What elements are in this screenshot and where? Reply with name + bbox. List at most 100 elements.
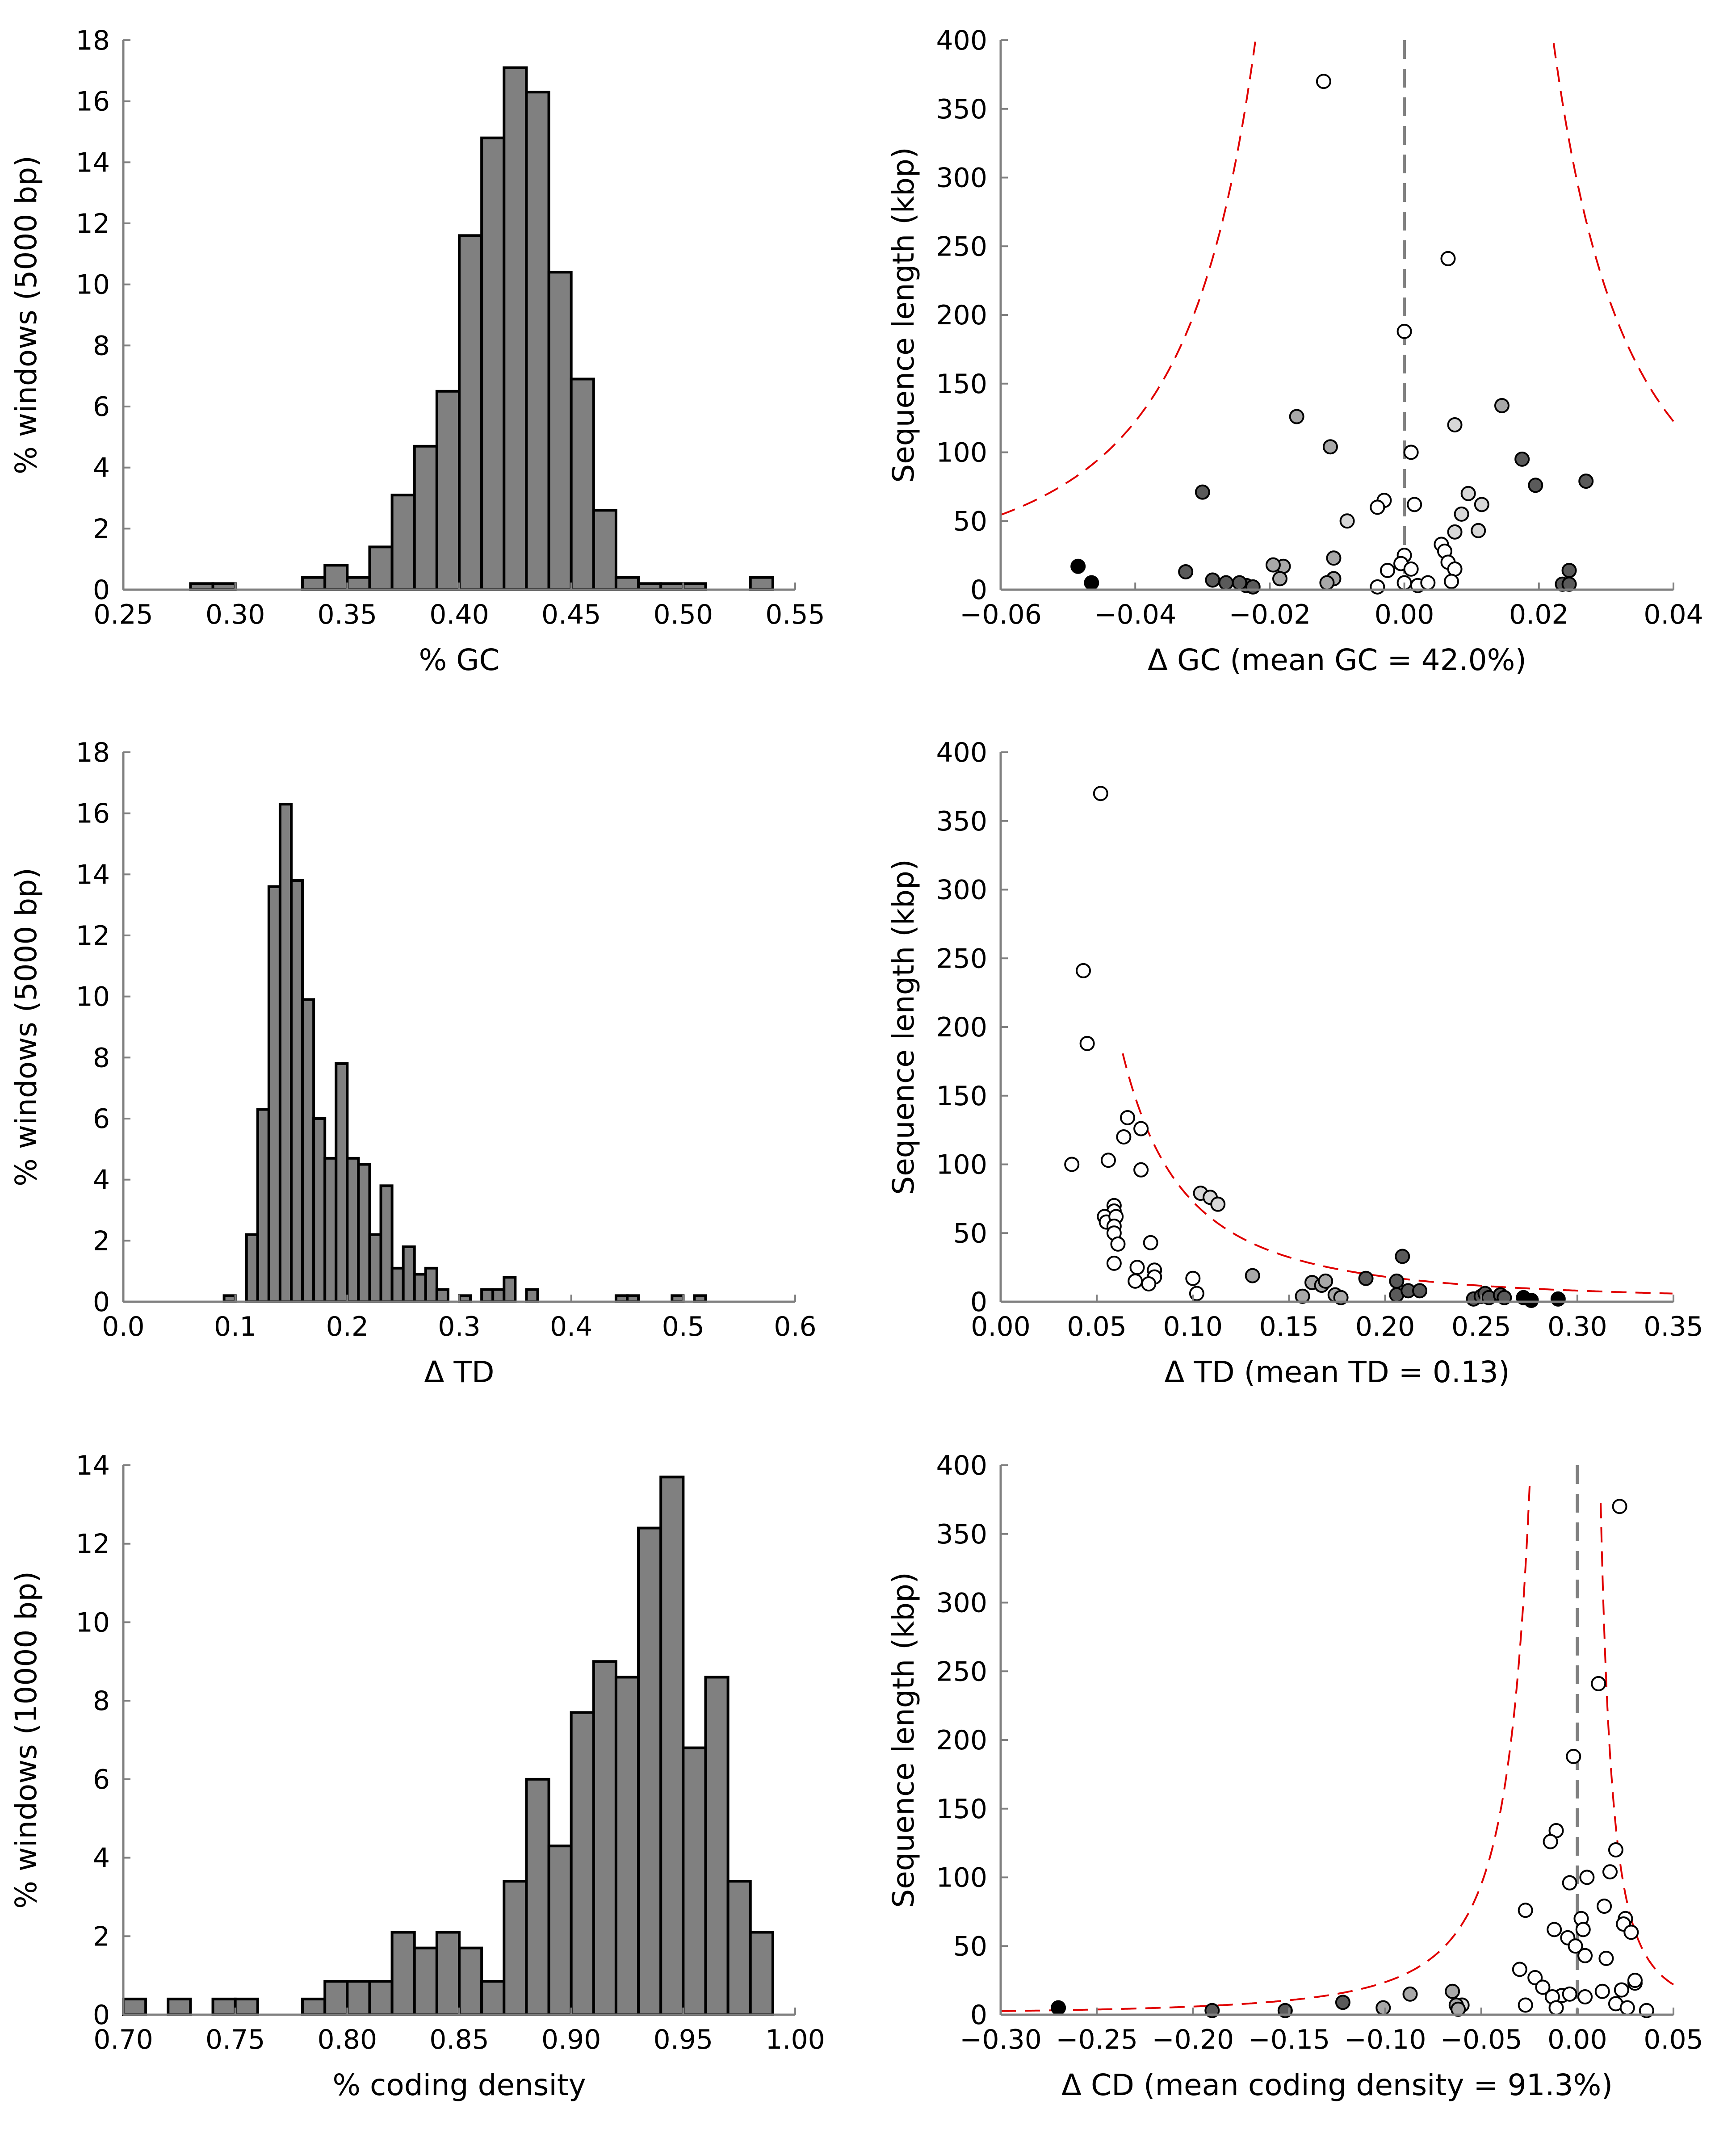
- threshold-curve: [1001, 1479, 1674, 2012]
- scatter-point: [1518, 1997, 1533, 2013]
- x-tick-label: −0.30: [960, 2024, 1042, 2055]
- histogram-bar: [749, 576, 774, 591]
- scatter-point: [1133, 1121, 1149, 1136]
- scatter-point: [1070, 558, 1086, 574]
- y-tick-label: 300: [936, 163, 987, 194]
- x-axis-label: Δ TD (mean TD = 0.13): [1164, 1355, 1510, 1389]
- x-tick-label: −0.02: [1229, 599, 1311, 630]
- y-tick-label: 0: [93, 2000, 110, 2031]
- panel-td-histogram: 0.0 0.1 0.2 0.3 0.4 0.5 0.6 0 2 4 6 8 10 12 14 16 18 Δ TD…: [9, 737, 817, 1389]
- y-tick-label: 250: [936, 1656, 987, 1687]
- y-tick-label: 8: [93, 1685, 110, 1717]
- histogram-bar: [614, 576, 640, 591]
- scatter-point: [1318, 1273, 1333, 1289]
- y-tick-label: 200: [936, 1725, 987, 1756]
- y-tick-label: 14: [76, 1450, 110, 1481]
- scatter-point: [1608, 1842, 1623, 1857]
- y-tick-label: 4: [93, 453, 110, 484]
- y-tick-label: 10: [76, 1607, 110, 1638]
- histogram-bar: [592, 1660, 617, 2016]
- y-tick-label: 12: [76, 1529, 110, 1560]
- scatter-point: [1598, 1950, 1614, 1966]
- threshold-curve-left: [1001, 1479, 1531, 2012]
- histogram-bar: [525, 1288, 539, 1304]
- y-tick-label: 0: [970, 574, 987, 606]
- histogram-bar: [290, 879, 304, 1303]
- scatter-point: [1232, 575, 1247, 591]
- scatter-point: [1316, 74, 1331, 89]
- scatter-points: [1070, 74, 1594, 595]
- scatter-point: [1141, 1276, 1157, 1292]
- histogram-bar: [256, 1108, 270, 1303]
- scatter-point: [1407, 497, 1422, 512]
- x-tick-label: 0.04: [1644, 599, 1703, 630]
- y-tick-label: 50: [953, 506, 987, 537]
- scatter-point: [1577, 1948, 1593, 1963]
- histogram-bar: [301, 576, 327, 591]
- scatter-point: [1514, 451, 1530, 467]
- y-tick-label: 6: [93, 1103, 110, 1135]
- scatter-point: [1335, 1995, 1350, 2010]
- histogram-bars: [222, 803, 707, 1304]
- x-tick-label: 0.5: [662, 1311, 704, 1342]
- scatter-point: [1471, 523, 1486, 538]
- scatter-point: [1440, 251, 1456, 266]
- x-tick-label: 0.15: [1259, 1311, 1319, 1342]
- x-tick-label: −0.25: [1056, 2024, 1138, 2055]
- scatter-point: [1547, 1922, 1562, 1937]
- histogram-bar: [480, 136, 506, 591]
- y-tick-label: 8: [93, 1042, 110, 1073]
- y-tick-label: 10: [76, 269, 110, 301]
- scatter-point: [1322, 439, 1338, 455]
- x-tick-label: 0.20: [1355, 1311, 1415, 1342]
- histogram-bar: [659, 1476, 685, 2016]
- y-tick-label: 250: [936, 943, 987, 974]
- histogram-bar: [435, 390, 461, 591]
- y-tick-label: 0: [970, 1287, 987, 1318]
- scatter-point: [1185, 1270, 1201, 1286]
- x-tick-label: −0.15: [1248, 2024, 1330, 2055]
- histogram-bar: [480, 1980, 506, 2016]
- x-tick-label: 0.10: [1163, 1311, 1223, 1342]
- scatter-point: [1375, 2000, 1391, 2016]
- y-tick-label: 4: [93, 1843, 110, 1874]
- scatter-point: [1543, 1834, 1558, 1849]
- scatter-point: [1265, 557, 1281, 573]
- y-tick-label: 18: [76, 737, 110, 768]
- x-tick-label: 0.50: [654, 599, 713, 630]
- y-tick-label: 50: [953, 1931, 987, 1962]
- y-tick-label: 2: [93, 513, 110, 545]
- histogram-bar: [368, 545, 394, 591]
- histogram-bar: [480, 1288, 495, 1304]
- y-tick-label: 12: [76, 920, 110, 952]
- scatter-points: [1064, 786, 1566, 1308]
- scatter-point: [1051, 2000, 1066, 2016]
- scatter-point: [1535, 1979, 1551, 1995]
- histogram-bar: [390, 494, 416, 591]
- y-tick-label: 12: [76, 208, 110, 239]
- scatter-point: [1370, 579, 1385, 595]
- y-tick-label: 350: [936, 806, 987, 837]
- scatter-point: [1143, 1235, 1158, 1250]
- histogram-bar: [503, 1880, 528, 2016]
- y-tick-label: 16: [76, 86, 110, 117]
- y-axis-label: Sequence length (kbp): [886, 147, 921, 482]
- scatter-point: [1116, 1129, 1132, 1144]
- histogram-bar: [682, 1746, 707, 2016]
- scatter-point: [1110, 1236, 1126, 1252]
- x-tick-label: 0.00: [971, 1311, 1031, 1342]
- scatter-point: [1129, 1260, 1145, 1275]
- x-tick-label: 0.45: [541, 599, 601, 630]
- y-tick-label: 400: [936, 737, 987, 768]
- threshold-curve-right: [1599, 1499, 1674, 1986]
- x-tick-label: 0.2: [326, 1311, 369, 1342]
- histogram-bar: [637, 1526, 663, 2016]
- y-tick-label: 150: [936, 1081, 987, 1112]
- scatter-point: [1370, 499, 1385, 515]
- histogram-bar: [368, 1233, 382, 1304]
- scatter-point: [1079, 1035, 1095, 1051]
- histogram-bar: [368, 1980, 394, 2016]
- x-tick-label: 0.75: [205, 2024, 265, 2055]
- x-tick-label: 0.4: [550, 1311, 592, 1342]
- histogram-bar: [379, 1184, 394, 1303]
